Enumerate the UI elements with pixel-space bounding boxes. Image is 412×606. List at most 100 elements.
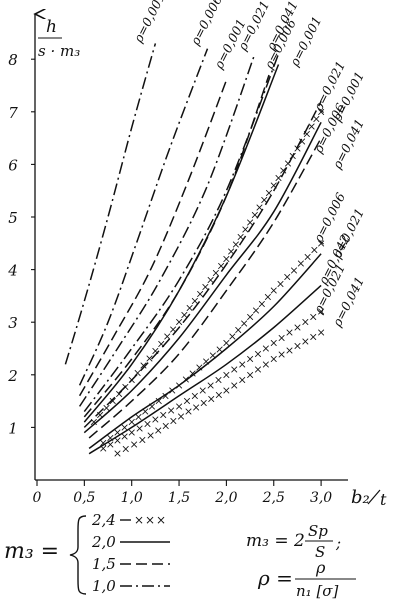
- cross-point: ×: [222, 253, 231, 266]
- cross-point: ×: [238, 358, 247, 371]
- cross-point: ×: [215, 343, 224, 356]
- cross-point: ×: [106, 438, 115, 451]
- cross-point: ×: [199, 397, 208, 410]
- cross-point: ×: [151, 413, 160, 426]
- x-axis-title-slash: [367, 489, 381, 505]
- cross-point: ×: [285, 326, 294, 339]
- formula-m3: m₃ = 2 Sp S ;: [246, 522, 341, 561]
- x-tick-label: 2,5: [262, 490, 285, 506]
- cross-point: ×: [230, 363, 239, 376]
- cross-point: ×: [293, 142, 302, 155]
- cross-point: ×: [283, 157, 292, 170]
- cross-point: ×: [296, 257, 305, 270]
- series-line: [64, 43, 157, 365]
- cross-point: ×: [288, 149, 297, 162]
- cross-point: ×: [190, 389, 199, 402]
- x-tick-label: 0,5: [73, 490, 95, 506]
- cross-point: ×: [191, 401, 200, 414]
- cross-point: ×: [277, 348, 286, 361]
- y-tick-label: 7: [8, 104, 18, 122]
- cross-point: ×: [222, 368, 231, 381]
- cross-point: ×: [184, 405, 193, 418]
- cross-point: ×: [214, 388, 223, 401]
- cross-point: ×: [309, 331, 318, 344]
- x-tick-label: 0: [33, 490, 42, 506]
- cross-point: ×: [309, 310, 318, 323]
- y-axis-title-denominator: s · m₃: [38, 42, 80, 60]
- series-crosses: ××××××××××××××××××××××××××××××××××××××××…: [89, 105, 325, 428]
- cross-point: ×: [293, 339, 302, 352]
- cross-point: ×: [257, 297, 266, 310]
- x-tick-label: 3,0: [310, 490, 332, 506]
- cross-point: ×: [269, 179, 278, 192]
- cross-point: ×: [133, 366, 142, 379]
- cross-point: ×: [201, 355, 210, 368]
- y-tick-label: 1: [8, 419, 18, 437]
- cross-point: ×: [154, 395, 163, 408]
- cross-point: ×: [283, 271, 292, 284]
- cross-point: ×: [120, 430, 129, 443]
- legend: m₃ = 2,4 × × ×2,01,51,0: [4, 511, 170, 595]
- cross-point: ×: [154, 424, 163, 437]
- legend-entry-value: 1,5: [92, 555, 116, 573]
- cross-point: ×: [180, 309, 189, 322]
- x-axis-title: b₂ t: [351, 487, 387, 509]
- legend-entries: 2,4 × × ×2,01,51,0: [91, 511, 170, 595]
- cross-point: ×: [174, 316, 183, 329]
- cross-point: ×: [245, 353, 254, 366]
- cross-point: ×: [108, 395, 117, 408]
- y-tick-label: 3: [8, 314, 18, 332]
- cross-point: ×: [217, 260, 226, 273]
- series-line: [88, 137, 322, 439]
- y-tick-label: 5: [8, 209, 18, 227]
- formula-m3-numerator: Sp: [308, 522, 328, 540]
- cross-point: ×: [316, 326, 325, 339]
- series-line: [78, 79, 228, 397]
- series-line: [83, 121, 322, 434]
- cross-point: ×: [206, 379, 215, 392]
- cross-point: ×: [182, 395, 191, 408]
- formula-rho-numerator: ρ: [315, 558, 326, 577]
- cross-point: ×: [185, 302, 194, 315]
- cross-point: ×: [121, 381, 130, 394]
- cross-point: ×: [146, 429, 155, 442]
- cross-point: ×: [231, 238, 240, 251]
- cross-point: ×: [113, 434, 122, 447]
- series-line: [88, 253, 322, 450]
- cross-point: ×: [195, 288, 204, 301]
- cross-point: ×: [303, 250, 312, 263]
- cross-point: ×: [293, 321, 302, 334]
- cross-point: ×: [188, 367, 197, 380]
- series-line: [78, 48, 209, 386]
- legend-entry-value: 2,4: [91, 511, 116, 529]
- cross-point: ×: [236, 230, 245, 243]
- series-line: [83, 100, 322, 428]
- legend-symbol: m₃ =: [4, 539, 59, 564]
- cross-point: ×: [307, 120, 316, 133]
- curve-labels: ρ=0,001 ρ=0,006ρ=0,001ρ=0,021ρ=0,041ρ=0,0…: [130, 0, 367, 330]
- cross-point: ×: [316, 105, 325, 118]
- cross-point: ×: [176, 410, 185, 423]
- cross-point: ×: [113, 447, 122, 460]
- series-layer: ××××××××××××××××××××××××××××××××××××××××…: [64, 43, 326, 460]
- cross-point: ×: [147, 400, 156, 413]
- cross-point: ×: [241, 223, 250, 236]
- cross-point: ×: [251, 304, 260, 317]
- cross-point: ×: [135, 422, 144, 435]
- cross-point: ×: [285, 344, 294, 357]
- curve-label: ρ=0,006: [187, 0, 225, 48]
- cross-point: ×: [228, 330, 237, 343]
- legend-entry-value: 1,0: [92, 577, 116, 595]
- formula-m3-tail: ;: [335, 534, 341, 552]
- curve-label: ρ=0,001: [130, 0, 168, 46]
- cross-point: ×: [312, 113, 321, 126]
- cross-point: ×: [139, 359, 148, 372]
- cross-point: ×: [120, 421, 129, 434]
- cross-point: ×: [129, 438, 138, 451]
- cross-point: ×: [143, 417, 152, 430]
- cross-point: ×: [301, 316, 310, 329]
- cross-point: ×: [255, 201, 264, 214]
- cross-point: ×: [269, 353, 278, 366]
- formula-rho-lhs: ρ =: [257, 566, 293, 590]
